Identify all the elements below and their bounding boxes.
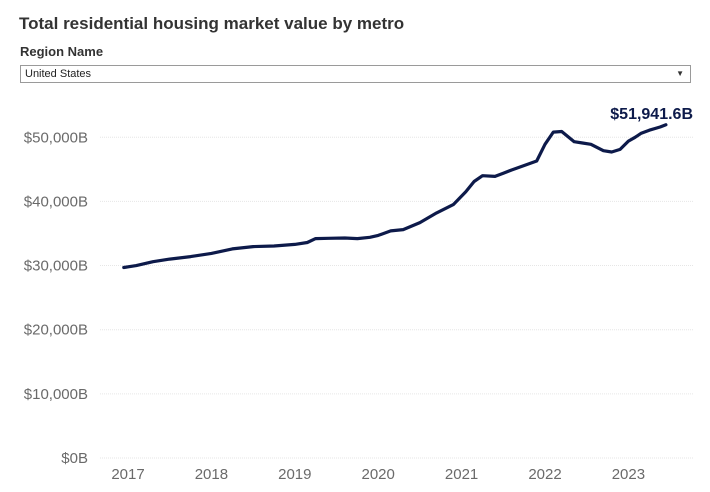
- series-line[interactable]: [122, 123, 668, 270]
- y-tick-label: $40,000B: [24, 193, 88, 210]
- gridlines: [100, 136, 694, 459]
- x-tick-label: 2020: [362, 466, 395, 483]
- x-tick-label: 2019: [278, 466, 311, 483]
- region-select-value: United States: [25, 68, 92, 80]
- y-tick-label: $0B: [61, 450, 88, 467]
- series: [122, 123, 668, 270]
- labels: $51,941.6B: [610, 106, 693, 123]
- x-tick-label: 2021: [445, 466, 478, 483]
- x-axis-ticks: 2017 2018 2019 2020 2021 2022 2023: [111, 466, 645, 483]
- x-tick-label: 2017: [111, 466, 144, 483]
- region-filter-label: Region Name: [20, 44, 104, 59]
- caret-down-icon[interactable]: ▼: [676, 69, 684, 78]
- x-tick-label: 2023: [612, 466, 645, 483]
- y-tick-label: $10,000B: [24, 386, 88, 403]
- region-select[interactable]: United States ▼: [20, 65, 691, 83]
- y-tick-label: $30,000B: [24, 258, 88, 275]
- y-axis-ticks: $0B $10,000B $20,000B $30,000B $40,000B $50,0…: [24, 129, 88, 467]
- x-tick-label: 2022: [528, 466, 561, 483]
- x-tick-label: 2018: [195, 466, 228, 483]
- y-tick-label: $50,000B: [24, 129, 88, 146]
- end-value-label: $51,941.6B: [610, 106, 693, 123]
- chart-title: Total residential housing market value b…: [19, 14, 405, 33]
- y-tick-label: $20,000B: [24, 322, 88, 339]
